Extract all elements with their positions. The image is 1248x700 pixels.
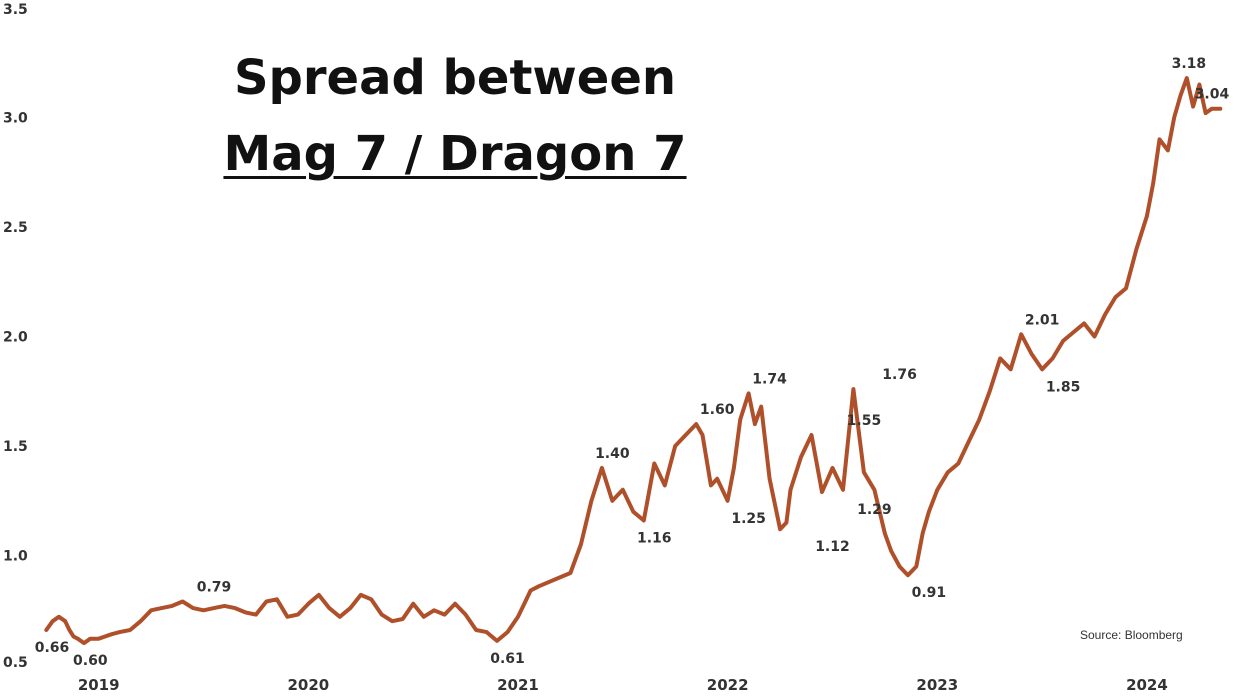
chart-title-line2-text: Mag 7 / Dragon 7 xyxy=(223,126,687,182)
y-tick-label: 1.5 xyxy=(3,439,28,455)
data-label: 0.79 xyxy=(197,579,232,595)
data-label: 0.91 xyxy=(912,585,947,601)
y-tick-label: 2.0 xyxy=(3,330,28,346)
x-tick-label: 2024 xyxy=(1126,676,1168,694)
data-label: 1.76 xyxy=(882,367,917,383)
spread-line xyxy=(44,76,1223,646)
y-tick-label: 2.5 xyxy=(3,220,28,236)
data-label: 3.18 xyxy=(1172,56,1207,72)
data-label: 1.74 xyxy=(752,371,787,387)
chart-title-line1: Spread between xyxy=(233,50,677,106)
data-label: 1.60 xyxy=(700,402,735,418)
data-label: 1.85 xyxy=(1046,379,1081,395)
data-label: 3.04 xyxy=(1195,87,1230,103)
x-tick-label: 2023 xyxy=(916,676,958,694)
data-label: 1.25 xyxy=(731,511,766,527)
y-tick-label: 3.5 xyxy=(3,2,28,18)
y-tick-label: 1.0 xyxy=(3,549,28,565)
data-label: 1.16 xyxy=(637,530,672,546)
data-label: 1.55 xyxy=(847,413,882,429)
y-axis-ticks: 0.5 1.0 1.5 2.0 2.5 3.0 3.5 xyxy=(3,2,28,671)
x-tick-label: 2020 xyxy=(287,676,329,694)
source-note: Source: Bloomberg xyxy=(1080,628,1183,642)
y-tick-label: 3.0 xyxy=(3,111,28,127)
data-label: 0.61 xyxy=(490,651,525,667)
x-tick-label: 2021 xyxy=(497,676,539,694)
chart-title-line2: Mag 7 / Dragon 7 xyxy=(205,124,705,184)
data-label: 2.01 xyxy=(1025,312,1060,328)
data-label: 0.66 xyxy=(35,640,70,656)
x-tick-label: 2019 xyxy=(78,676,120,694)
x-axis-ticks: 2019 2020 2021 2022 2023 2024 xyxy=(78,676,1168,694)
data-label: 1.40 xyxy=(595,446,630,462)
x-tick-label: 2022 xyxy=(707,676,749,694)
y-tick-label: 0.5 xyxy=(3,655,28,671)
data-label: 1.12 xyxy=(815,539,850,555)
data-label: 1.29 xyxy=(857,502,892,518)
data-labels: 0.660.60 0.79 0.61 1.40 1.16 1.60 1.25 1.74 1.12… xyxy=(35,56,1230,669)
data-label: 0.60 xyxy=(73,653,108,669)
